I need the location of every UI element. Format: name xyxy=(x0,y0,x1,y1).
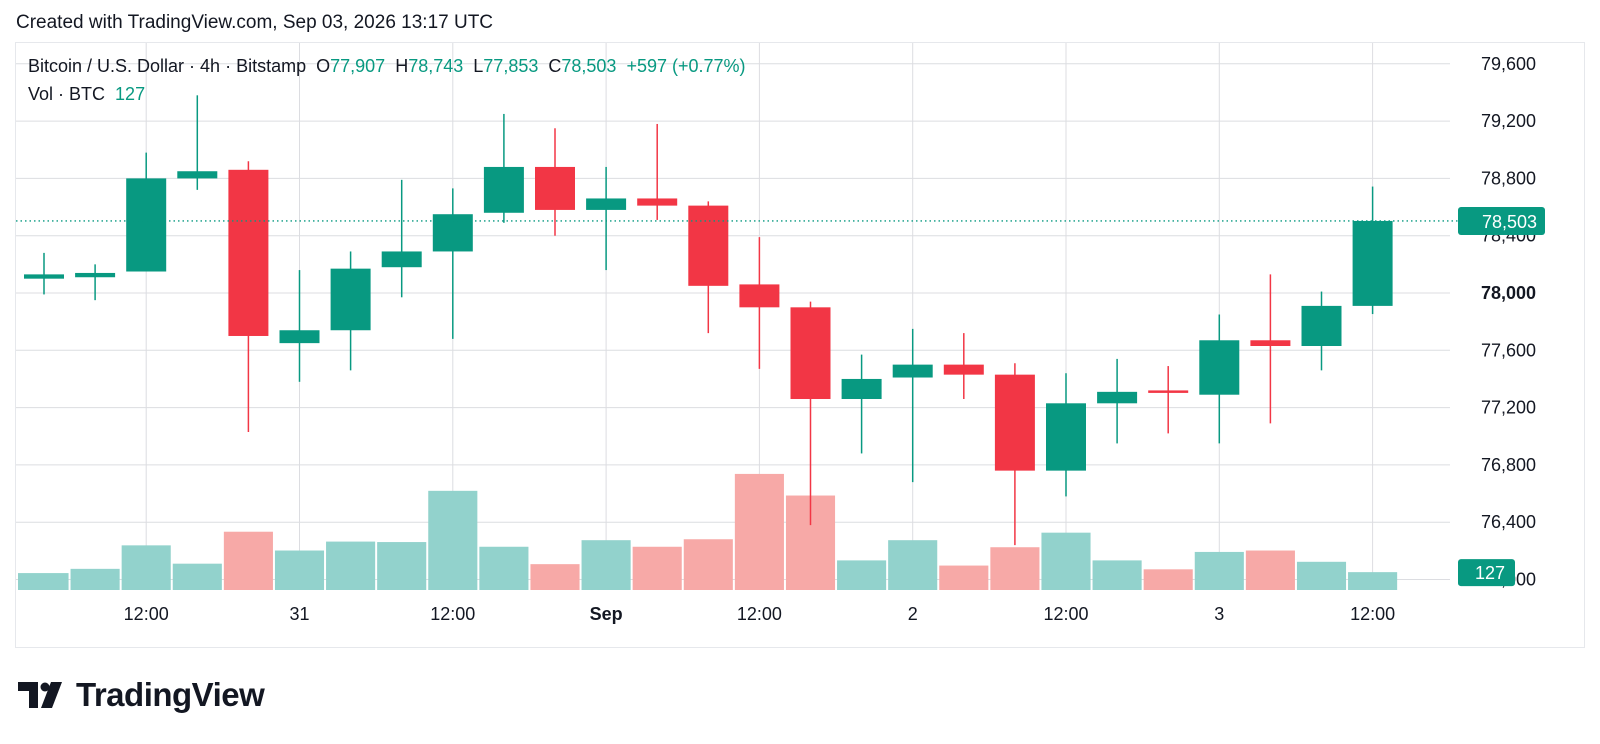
volume-badge xyxy=(1458,559,1515,587)
candle-body xyxy=(24,274,64,279)
candle-body xyxy=(1199,340,1240,395)
price-tick-label: 77,600 xyxy=(1481,340,1536,360)
candle-body xyxy=(943,364,984,375)
price-tick-label: 79,600 xyxy=(1481,54,1536,74)
time-tick-label: 12:00 xyxy=(1043,604,1088,624)
candle-body xyxy=(892,364,933,378)
volume-legend[interactable]: Vol · BTC 127 xyxy=(28,84,145,105)
symbol-title: Bitcoin / U.S. Dollar · 4h · Bitstamp xyxy=(28,56,307,76)
volume-bar xyxy=(377,542,427,590)
candle-body xyxy=(1046,403,1086,471)
change-value: +597 (+0.77%) xyxy=(626,56,746,76)
volume-bar xyxy=(888,540,938,590)
candle-body xyxy=(177,171,218,179)
volume-bar xyxy=(1296,561,1347,590)
volume-bar xyxy=(1143,569,1193,590)
candle-body xyxy=(432,214,473,252)
volume-bar xyxy=(18,573,69,590)
candle-body xyxy=(1097,391,1138,404)
volume-label: Vol · BTC xyxy=(28,84,106,104)
open-label: O xyxy=(316,56,331,76)
price-tick-label: 78,800 xyxy=(1481,168,1536,188)
time-tick-label: 12:00 xyxy=(124,604,169,624)
candle-body xyxy=(126,178,167,272)
candle-body xyxy=(279,330,320,344)
candle-body xyxy=(381,251,422,268)
volume-bar xyxy=(1348,572,1398,590)
price-tick-label: 79,200 xyxy=(1481,111,1536,131)
volume-bar xyxy=(530,564,580,590)
volume-bar xyxy=(581,540,631,590)
volume-bar xyxy=(632,546,682,590)
volume-bar xyxy=(1194,551,1244,590)
candle-body xyxy=(228,169,269,336)
candle-body xyxy=(1250,340,1291,347)
candle-body xyxy=(1301,305,1342,347)
last-price-badge-text: 78,503 xyxy=(1482,212,1537,232)
time-tick-label: 12:00 xyxy=(737,604,782,624)
volume-bar xyxy=(1092,560,1142,590)
candle-body xyxy=(1352,220,1393,306)
tradingview-logo-icon xyxy=(18,682,62,708)
volume-bar xyxy=(428,490,478,590)
volume-bar xyxy=(70,568,120,590)
volume-bar xyxy=(223,531,273,590)
volume-value: 127 xyxy=(115,84,146,104)
price-tick-label: 76,800 xyxy=(1481,455,1536,475)
volume-bar xyxy=(837,560,887,590)
candle-body xyxy=(75,272,116,278)
open-value: 77,907 xyxy=(330,56,386,76)
volume-bar xyxy=(172,563,222,590)
price-tick-label: 78,000 xyxy=(1481,283,1536,303)
time-tick-label: 2 xyxy=(908,604,918,624)
time-tick-label: 3 xyxy=(1214,604,1224,624)
close-value: 78,503 xyxy=(561,56,617,76)
last-price-badge xyxy=(1458,206,1545,235)
volume-bar xyxy=(479,546,529,590)
created-with-caption: Created with TradingView.com, Sep 03, 20… xyxy=(16,12,494,33)
volume-bar xyxy=(274,550,325,590)
low-value: 77,853 xyxy=(483,56,539,76)
volume-bar xyxy=(990,547,1040,590)
low-label: L xyxy=(473,56,484,76)
candle-body xyxy=(688,205,729,286)
volume-bar xyxy=(326,541,376,590)
volume-bar xyxy=(121,545,171,590)
volume-bar xyxy=(734,473,784,590)
volume-bar xyxy=(1245,550,1295,590)
time-tick-label: Sep xyxy=(590,604,623,624)
time-tick-label: 31 xyxy=(289,604,309,624)
volume-bars xyxy=(18,473,1398,590)
time-axis[interactable]: 12:00 31 12:00 Sep 12:00 2 12:00 3 12:00 xyxy=(124,604,1395,624)
price-axis[interactable]: 79,60079,20078,80078,40078,00077,60077,2… xyxy=(1458,54,1545,590)
candle-body xyxy=(1148,390,1189,393)
volume-bar xyxy=(939,565,989,590)
volume-bar xyxy=(683,539,733,590)
time-tick-label: 12:00 xyxy=(1350,604,1395,624)
price-tick-label: 77,200 xyxy=(1481,398,1536,418)
brand-name: TradingView xyxy=(76,676,265,713)
candle-body xyxy=(483,166,524,213)
chart-frame[interactable] xyxy=(15,42,1585,648)
close-label: C xyxy=(548,56,562,76)
high-label: H xyxy=(395,56,409,76)
price-tick-label: 76,400 xyxy=(1481,512,1536,532)
tradingview-brand[interactable]: TradingView xyxy=(18,676,265,714)
high-value: 78,743 xyxy=(408,56,464,76)
volume-badge-text: 127 xyxy=(1475,563,1505,583)
candle-body xyxy=(637,198,678,206)
candle-body xyxy=(330,268,371,331)
candle-body xyxy=(739,284,780,308)
candle-body xyxy=(790,307,831,400)
volume-bar xyxy=(1041,532,1091,590)
time-tick-label: 12:00 xyxy=(430,604,475,624)
candle-body xyxy=(994,374,1035,471)
candle-body xyxy=(586,198,627,210)
candle-body xyxy=(841,378,882,400)
candles xyxy=(24,95,1393,546)
symbol-legend[interactable]: Bitcoin / U.S. Dollar · 4h · Bitstamp O7… xyxy=(28,56,746,77)
candle-body xyxy=(535,166,575,210)
